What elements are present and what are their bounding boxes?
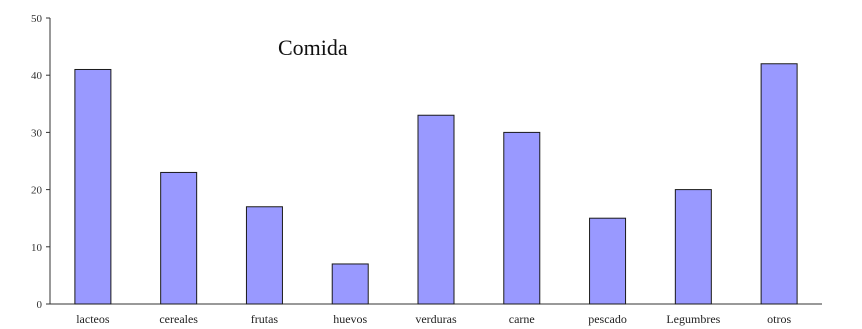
x-tick-label: Legumbres [666, 312, 720, 326]
x-tick-label: verduras [415, 312, 457, 326]
bar-verduras [417, 114, 455, 305]
bar-carne [503, 131, 541, 305]
bar-huevos [331, 263, 369, 305]
bar-otros [760, 63, 798, 305]
y-tick-label: 20 [31, 185, 43, 197]
bar-frutas [245, 206, 283, 305]
x-tick-label: lacteos [76, 312, 110, 326]
y-tick-label: 50 [31, 13, 43, 25]
bar-pescado [589, 217, 627, 305]
bars-group [74, 63, 798, 305]
x-tick-label: cereales [159, 312, 198, 326]
x-tick-label: carne [509, 312, 535, 326]
y-tick-label: 40 [31, 70, 43, 82]
x-tick-label: huevos [333, 312, 367, 326]
y-tick-label: 0 [37, 299, 43, 311]
bar-cereales [160, 171, 198, 305]
bar-legumbres [674, 189, 712, 305]
x-axis-labels: lacteos cereales frutas huevos verduras carne… [76, 312, 791, 326]
bar-lacteos [74, 68, 112, 305]
y-tick-label: 10 [31, 242, 43, 254]
x-tick-label: frutas [251, 312, 279, 326]
y-axis-ticks: 0 10 20 30 40 50 [31, 13, 50, 311]
x-tick-label: otros [767, 312, 791, 326]
chart-title: Comida [278, 35, 348, 60]
y-tick-label: 30 [31, 127, 43, 139]
x-tick-label: pescado [588, 312, 627, 326]
